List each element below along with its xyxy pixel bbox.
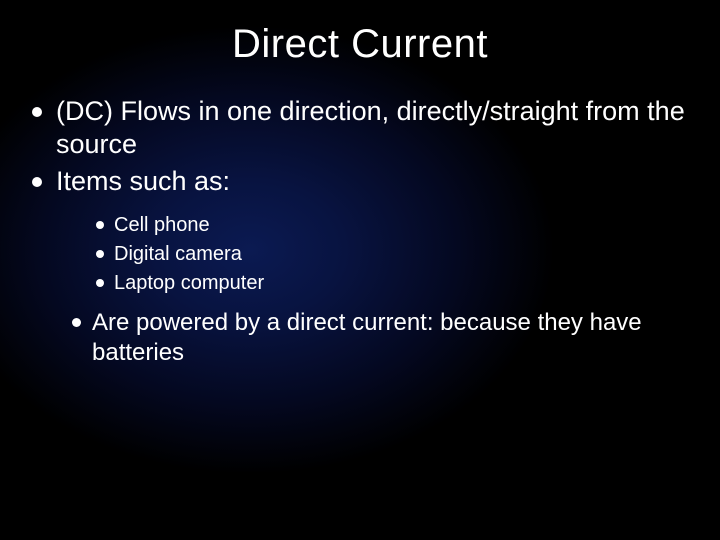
list-item: Are powered by a direct current: because… [70, 308, 690, 368]
list-item: (DC) Flows in one direction, directly/st… [30, 95, 690, 161]
slide-body: (DC) Flows in one direction, directly/st… [0, 67, 720, 368]
list-item: Laptop computer [96, 270, 690, 296]
list-item: Items such as: Cell phone Digital camera… [30, 165, 690, 368]
bullet-list-level-1: (DC) Flows in one direction, directly/st… [30, 95, 690, 368]
list-item-label: Items such as: [56, 166, 230, 196]
bullet-list-level-3: Are powered by a direct current: because… [70, 308, 690, 368]
list-item: Digital camera [96, 241, 690, 267]
list-item: Cell phone [96, 212, 690, 238]
bullet-list-level-2: Cell phone Digital camera Laptop compute… [96, 212, 690, 296]
slide: Direct Current (DC) Flows in one directi… [0, 0, 720, 540]
slide-title: Direct Current [0, 0, 720, 67]
